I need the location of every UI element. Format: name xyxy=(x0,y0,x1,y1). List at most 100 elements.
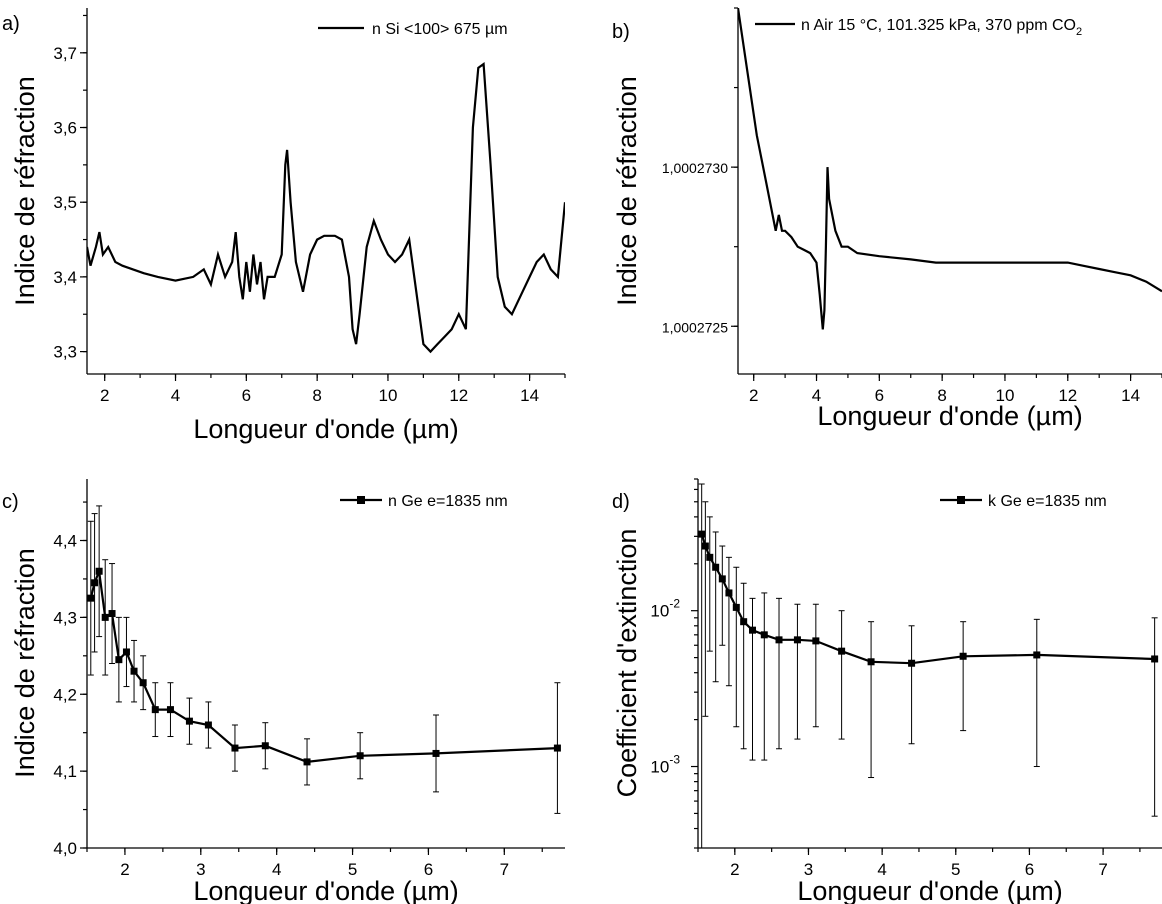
data-point xyxy=(793,636,801,644)
y-tick-label: 3,4 xyxy=(53,268,77,287)
data-point xyxy=(740,618,748,626)
data-point xyxy=(356,752,364,760)
x-tick-label: 7 xyxy=(500,860,509,879)
data-point xyxy=(1151,655,1159,663)
x-axis-label: Longueur d'onde (µm) xyxy=(193,876,458,904)
x-axis-label: Longueur d'onde (µm) xyxy=(797,876,1062,904)
x-tick-label: 4 xyxy=(171,386,180,405)
data-point xyxy=(867,658,875,666)
x-tick-label: 14 xyxy=(1121,386,1140,405)
x-tick-label: 8 xyxy=(937,386,946,405)
x-tick-label: 2 xyxy=(749,386,758,405)
data-point xyxy=(185,717,193,725)
x-tick-label: 5 xyxy=(348,860,357,879)
legend-label: k Ge e=1835 nm xyxy=(988,493,1107,510)
legend-label: n Si <100> 675 µm xyxy=(372,21,508,38)
x-tick-label: 4 xyxy=(812,386,821,405)
x-tick-label: 5 xyxy=(951,860,960,879)
x-tick-label: 6 xyxy=(242,386,251,405)
data-point xyxy=(959,652,967,660)
x-tick-label: 6 xyxy=(875,386,884,405)
x-tick-label: 2 xyxy=(120,860,129,879)
data-point xyxy=(115,656,123,664)
data-point xyxy=(261,742,269,750)
data-point xyxy=(775,636,783,644)
data-point xyxy=(91,579,99,587)
y-axis-label: Indice de réfraction xyxy=(10,548,40,778)
chart-panel-3: 2 3 4 5 6 7 4,0 4,1 4,2 4,3 4,4 Longueur d'onde (µm… xyxy=(2,479,565,904)
data-point xyxy=(130,667,138,675)
data-point xyxy=(732,603,740,611)
y-tick-label: 4,3 xyxy=(53,608,77,627)
y-axis-label: Indice de réfraction xyxy=(612,76,642,306)
series-line xyxy=(87,61,565,354)
data-point xyxy=(151,706,159,714)
data-point xyxy=(432,749,440,757)
series-0 xyxy=(87,61,565,354)
y-tick-label: 4,4 xyxy=(53,532,77,551)
data-point xyxy=(701,542,709,550)
data-point xyxy=(1033,651,1041,659)
data-point xyxy=(712,563,720,571)
x-tick-label: 10 xyxy=(996,386,1015,405)
data-point xyxy=(139,679,147,687)
data-point xyxy=(553,744,561,752)
y-tick-label: 1,0002725 xyxy=(662,319,728,335)
series-3 xyxy=(698,483,1159,848)
x-tick-label: 2 xyxy=(730,860,739,879)
panel-label: b) xyxy=(612,21,630,43)
panel-label: d) xyxy=(612,491,630,513)
data-point xyxy=(908,659,916,667)
data-point xyxy=(101,613,109,621)
data-point xyxy=(122,648,130,656)
x-axis-label: Longueur d'onde (µm) xyxy=(817,401,1082,431)
x-tick-label: 7 xyxy=(1098,860,1107,879)
chart-panel-2: 2 4 6 8 10 12 14 1,0002725 1,0002730 Longueur d'o… xyxy=(612,7,1162,431)
x-axis-label: Longueur d'onde (µm) xyxy=(193,414,458,444)
x-tick-label: 10 xyxy=(379,386,398,405)
x-tick-label: 12 xyxy=(449,386,468,405)
x-tick-label: 14 xyxy=(520,386,539,405)
series-line xyxy=(700,533,1155,665)
y-axis-label: Indice de réfraction xyxy=(10,76,40,306)
legend: k Ge e=1835 nm xyxy=(940,493,1107,510)
data-point xyxy=(95,567,103,575)
series-1 xyxy=(738,8,1162,330)
chart-panel-1: 2 4 6 8 10 12 14 3,3 3,4 3,5 3,6 3,7 Longueur d'onde… xyxy=(2,8,566,444)
legend-label: n Ge e=1835 nm xyxy=(388,493,508,510)
y-tick-label: 4,2 xyxy=(53,685,77,704)
series-2 xyxy=(87,505,561,814)
series-line xyxy=(738,8,1162,330)
data-point xyxy=(303,758,311,766)
x-tick-label: 2 xyxy=(100,386,109,405)
y-tick-label: 3,7 xyxy=(53,44,77,63)
data-point xyxy=(698,530,706,538)
x-tick-label: 4 xyxy=(877,860,886,879)
legend-marker xyxy=(357,496,365,504)
legend: n Air 15 °C, 101.325 kPa, 370 ppm CO2 xyxy=(755,17,1082,38)
y-tick-label: 3,3 xyxy=(53,343,77,362)
legend: n Si <100> 675 µm xyxy=(318,21,508,38)
data-point xyxy=(725,589,733,597)
panel-label: c) xyxy=(2,491,19,513)
x-tick-label: 6 xyxy=(1025,860,1034,879)
y-tick-label: 10-2 xyxy=(650,597,680,621)
chart-panel-4: 2 3 4 5 6 7 10-3 10-2 Longueur d'onde (µm) Coeffi… xyxy=(612,478,1162,904)
data-point xyxy=(231,744,239,752)
panel-label: a) xyxy=(2,13,20,35)
x-tick-label: 6 xyxy=(424,860,433,879)
data-point xyxy=(718,575,726,583)
data-point xyxy=(838,647,846,655)
y-axis-label: Coefficient d'extinction xyxy=(612,529,642,798)
y-tick-label: 1,0002730 xyxy=(662,160,728,176)
data-point xyxy=(166,706,174,714)
legend-marker xyxy=(957,496,965,504)
y-tick-label: 3,5 xyxy=(53,193,77,212)
y-tick-label: 3,6 xyxy=(53,119,77,138)
x-tick-label: 8 xyxy=(312,386,321,405)
data-point xyxy=(706,553,714,561)
x-tick-label: 3 xyxy=(804,860,813,879)
y-tick-label: 4,0 xyxy=(53,839,77,858)
legend: n Ge e=1835 nm xyxy=(340,493,508,510)
